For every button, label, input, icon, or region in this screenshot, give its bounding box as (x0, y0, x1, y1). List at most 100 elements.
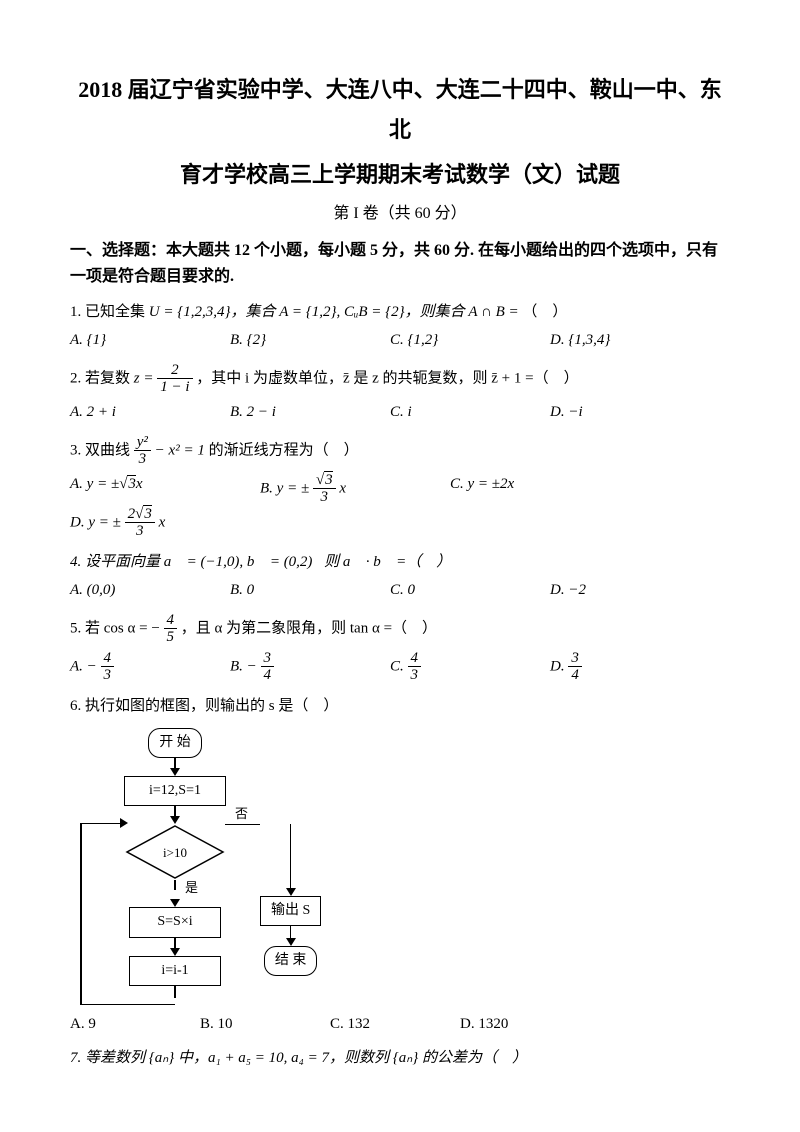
arrow-icon (286, 888, 296, 896)
q5-a-pre: A. − (70, 658, 97, 674)
q3-frac-num: y² (134, 434, 151, 452)
q1-math: U = {1,2,3,4}，集合 A = {1,2}, CᵤB = {2}，则集… (149, 304, 519, 320)
q1-suffix: （ ） (522, 304, 567, 320)
q3-stem: 3. 双曲线 y² 3 − x² = 1 的渐近线方程为（ ） (70, 434, 730, 468)
q1-opt-c: C. {1,2} (390, 328, 550, 352)
q5-a-num: 4 (101, 650, 115, 668)
q3-b: 的渐近线方程为（ ） (209, 442, 359, 458)
q3-frac: y² 3 (134, 434, 151, 468)
q5-d-den: 4 (568, 667, 582, 684)
q4-stem: 4. 设平面向量 a⃗ = (−1,0), b⃗ = (0,2)，则 a⃗ · … (70, 550, 730, 574)
q2-frac: 2 1 − i (157, 362, 192, 396)
q5-d-frac: 34 (568, 650, 582, 684)
flowchart: 开 始 i=12,S=1 i>10 是 S=S×i i=i-1 否 输出 S 结… (70, 728, 370, 998)
q3-b-den: 3 (313, 489, 336, 506)
q3-b-num: √3 (313, 472, 336, 490)
q3-a-sqrt: 3 (127, 475, 136, 492)
q5-options: A. − 43 B. − 34 C. 43 D. 34 (70, 650, 730, 684)
q5-c-pre: C. (390, 658, 408, 674)
q2-opt-d: D. −i (550, 400, 710, 424)
fc-init: i=12,S=1 (124, 776, 226, 806)
q3-d-den: 3 (125, 523, 155, 540)
q5-frac: 4 5 (164, 612, 178, 646)
q6-stem: 6. 执行如图的框图，则输出的 s 是（ ） (70, 694, 730, 718)
q2-frac-num: 2 (157, 362, 192, 380)
q3-frac-den: 3 (134, 451, 151, 468)
q5-b: ，且 α 为第二象限角，则 tan α =（ ） (181, 620, 437, 636)
q1-prefix: 1. 已知全集 (70, 304, 149, 320)
q1-opt-a: A. {1} (70, 328, 230, 352)
q5-b-frac: 34 (261, 650, 275, 684)
fc-no: 否 (235, 804, 248, 825)
q5-c-den: 3 (408, 667, 422, 684)
q3-a: 3. 双曲线 (70, 442, 134, 458)
fc-start: 开 始 (148, 728, 202, 758)
arrow-icon (120, 818, 128, 828)
q2-b: ，其中 i 为虚数单位，z̄ 是 z 的共轭复数，则 z̄ + 1 =（ ） (196, 370, 578, 386)
q2-options: A. 2 + i B. 2 − i C. i D. −i (70, 400, 730, 424)
fc-diamond-text: i>10 (163, 845, 187, 860)
fc-end: 结 束 (264, 946, 318, 976)
title-line-2: 育才学校高三上学期期末考试数学（文）试题 (70, 155, 730, 195)
q5-d-num: 3 (568, 650, 582, 668)
q6-opt-b: B. 10 (200, 1012, 330, 1036)
q4-opt-a: A. (0,0) (70, 578, 230, 602)
arrow-icon (170, 816, 180, 824)
q4-opt-b: B. 0⃗ (230, 578, 390, 602)
q5-b-pre: B. − (230, 658, 257, 674)
q5-opt-d: D. 34 (550, 650, 710, 684)
arrow-icon (170, 768, 180, 776)
q1-opt-b: B. {2} (230, 328, 390, 352)
q1-stem: 1. 已知全集 U = {1,2,3,4}，集合 A = {1,2}, CᵤB … (70, 300, 730, 324)
fc-output: 输出 S (260, 896, 321, 926)
q6-opt-c: C. 132 (330, 1012, 460, 1036)
q3-opt-b: B. y = ± √3 3 x (260, 472, 450, 506)
arrow-icon (170, 899, 180, 907)
section-1-heading: 一、选择题：本大题共 12 个小题，每小题 5 分，共 60 分. 在每小题给出… (70, 238, 730, 289)
q2-stem: 2. 若复数 z = 2 1 − i ，其中 i 为虚数单位，z̄ 是 z 的共… (70, 362, 730, 396)
q3-d-frac: 2√3 3 (125, 506, 155, 540)
q3-d-pre: D. y = ± (70, 514, 121, 530)
q5-a: 5. 若 cos α = − (70, 620, 160, 636)
fc-mul: S=S×i (129, 907, 221, 937)
q6-opt-d: D. 1320 (460, 1012, 590, 1036)
q5-a-den: 3 (101, 667, 115, 684)
q2-z-eq: z = (134, 370, 157, 386)
q5-c-frac: 43 (408, 650, 422, 684)
q1-options: A. {1} B. {2} C. {1,2} D. {1,3,4} (70, 328, 730, 352)
q5-d-pre: D. (550, 658, 568, 674)
q4-opt-d: D. −2 (550, 578, 710, 602)
q3-b-frac: √3 3 (313, 472, 336, 506)
q2-a: 2. 若复数 (70, 370, 134, 386)
q5-opt-a: A. − 43 (70, 650, 230, 684)
q5-f1-den: 5 (164, 629, 178, 646)
q3-a-post: x (136, 476, 143, 492)
q3-opt-a: A. y = ±√3x (70, 472, 260, 506)
q3-d-sqrt: 3 (143, 505, 152, 522)
q5-stem: 5. 若 cos α = − 4 5 ，且 α 为第二象限角，则 tan α =… (70, 612, 730, 646)
q3-options: A. y = ±√3x B. y = ± √3 3 x C. y = ±2x D… (70, 472, 730, 540)
arrow-icon (286, 938, 296, 946)
arrow-icon (170, 948, 180, 956)
q2-opt-b: B. 2 − i (230, 400, 390, 424)
q4-opt-c: C. 0 (390, 578, 550, 602)
q3-d-post: x (159, 514, 166, 530)
title-line-1: 2018 届辽宁省实验中学、大连八中、大连二十四中、鞍山一中、东北 (70, 70, 730, 149)
q5-b-den: 4 (261, 667, 275, 684)
q4-options: A. (0,0) B. 0⃗ C. 0 D. −2 (70, 578, 730, 602)
q5-a-frac: 43 (101, 650, 115, 684)
part-heading: 第 I 卷（共 60 分） (70, 201, 730, 227)
q3-b-post: x (339, 480, 346, 496)
q5-f1-num: 4 (164, 612, 178, 630)
q5-b-num: 3 (261, 650, 275, 668)
fc-diamond: i>10 (125, 824, 225, 880)
q6-opt-a: A. 9 (70, 1012, 200, 1036)
q2-frac-den: 1 − i (157, 379, 192, 396)
q6-options: A. 9 B. 10 C. 132 D. 1320 (70, 1012, 730, 1036)
q5-opt-b: B. − 34 (230, 650, 390, 684)
q3-d-num-pre: 2 (128, 506, 136, 522)
q3-b-pre: B. y = ± (260, 480, 309, 496)
q3-opt-c: C. y = ±2x (450, 472, 640, 506)
q3-a-pre: A. y = ± (70, 476, 119, 492)
q3-opt-d: D. y = ± 2√3 3 x (70, 506, 260, 540)
